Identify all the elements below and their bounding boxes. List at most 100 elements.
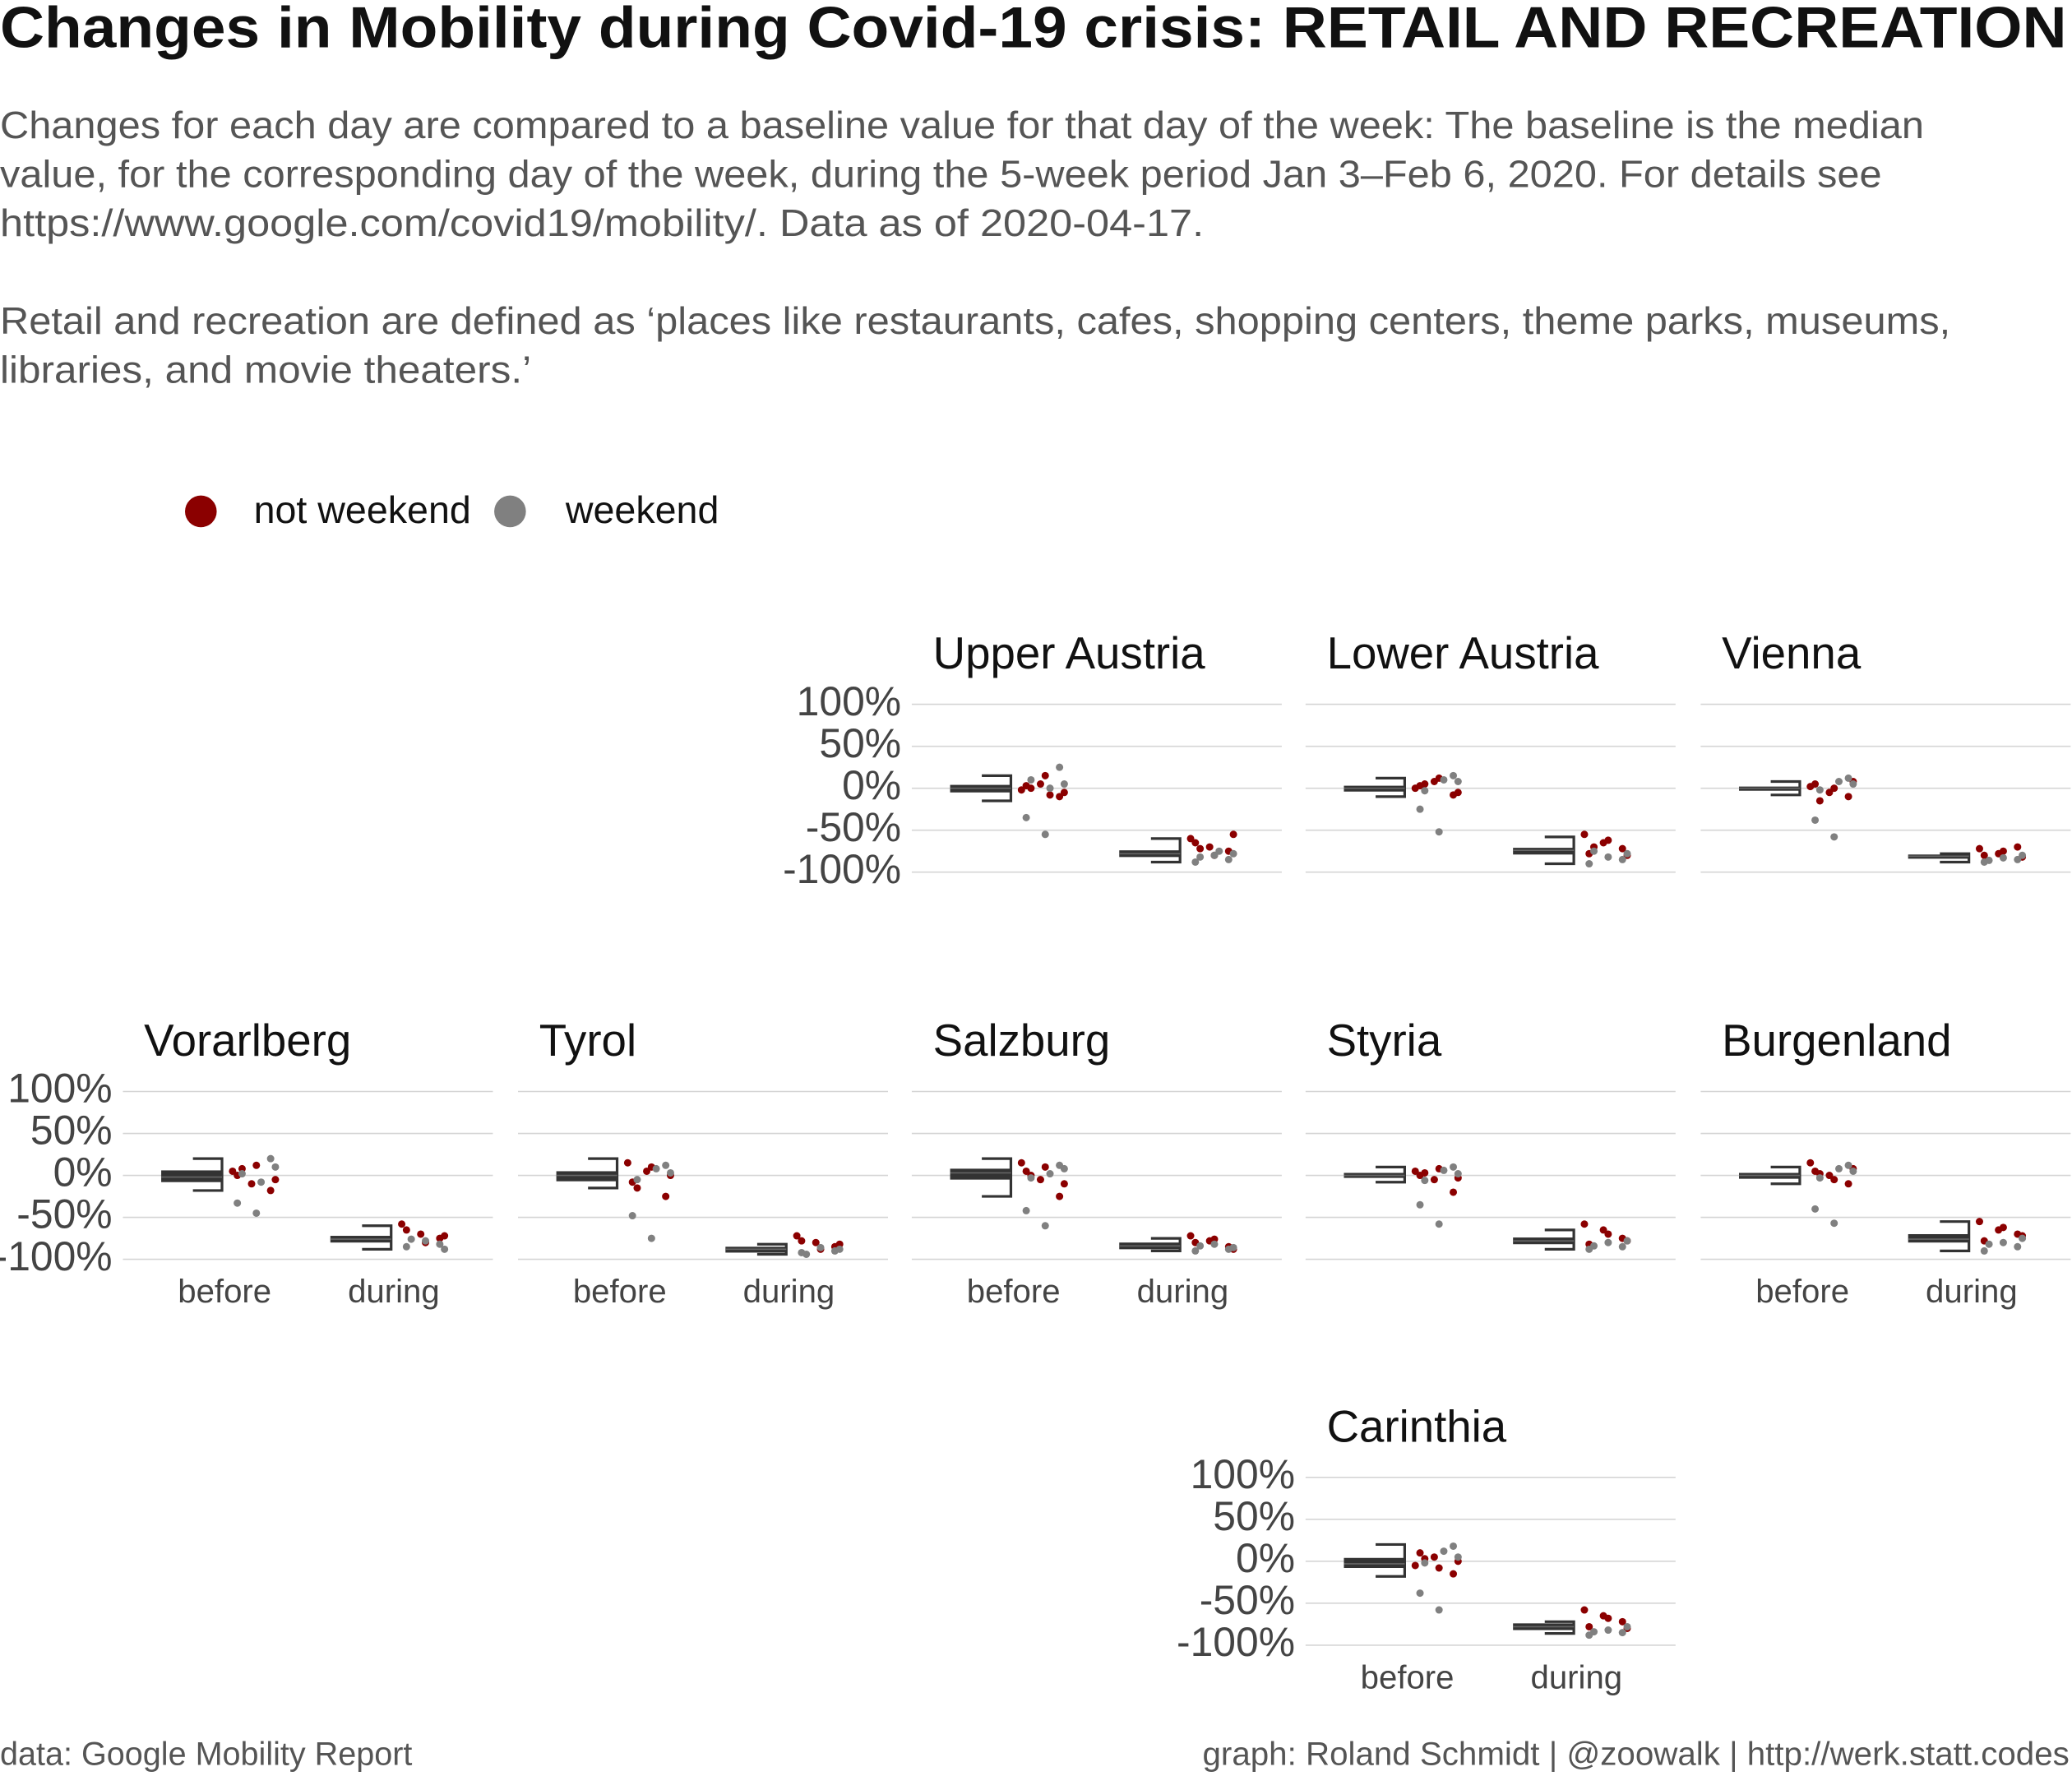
data-point (1046, 1170, 1054, 1178)
data-point (1590, 847, 1598, 855)
x-tick-label: before (967, 1273, 1061, 1310)
data-point (1590, 1628, 1598, 1636)
y-tick-label: -100% (783, 846, 901, 892)
legend-label: not weekend (254, 488, 471, 531)
data-point (2019, 851, 2027, 859)
data-point (271, 1163, 280, 1171)
data-point (1849, 1167, 1857, 1175)
data-point (1825, 789, 1834, 797)
data-point (1580, 1220, 1589, 1228)
data-point (1046, 784, 1054, 793)
y-tick-label: -50% (806, 804, 901, 850)
data-point (422, 1237, 429, 1245)
data-point (1830, 833, 1838, 841)
data-point (1060, 789, 1068, 797)
data-point (1450, 1188, 1458, 1196)
data-point (1046, 791, 1054, 799)
data-point (1416, 805, 1424, 813)
data-point (1604, 1238, 1612, 1246)
facet-title: Burgenland (1722, 1015, 1951, 1066)
data-point (652, 1164, 660, 1172)
data-point (1999, 1223, 2007, 1232)
box (950, 1168, 1011, 1180)
data-point (1825, 1172, 1834, 1180)
data-point (1585, 860, 1593, 868)
data-point (1811, 816, 1820, 824)
legend-label: weekend (565, 488, 719, 531)
data-point (1435, 1564, 1443, 1572)
x-tick-label: during (1926, 1273, 2018, 1310)
data-point (1041, 771, 1049, 779)
data-point (1041, 1163, 1049, 1171)
data-point (2014, 855, 2022, 863)
data-point (1604, 1626, 1612, 1635)
subtitle-line: https://www.google.com/covid19/mobility/… (0, 201, 1204, 244)
data-point (1430, 1176, 1438, 1184)
data-point (1435, 1606, 1443, 1614)
data-point (234, 1199, 242, 1207)
data-point (398, 1220, 406, 1228)
caption-left: data: Google Mobility Report (0, 1736, 412, 1773)
data-point (1196, 844, 1205, 853)
data-point (1205, 843, 1214, 851)
data-point (1976, 844, 1983, 853)
data-point (1815, 786, 1824, 794)
data-point (1454, 777, 1462, 785)
data-point (1416, 1589, 1424, 1598)
x-tick-label: during (348, 1273, 440, 1310)
data-point (1210, 1240, 1219, 1248)
data-point (1421, 780, 1429, 789)
y-tick-label: 0% (842, 762, 901, 808)
data-point (1811, 780, 1820, 789)
box (161, 1170, 222, 1182)
facet-title: Lower Austria (1327, 628, 1600, 678)
data-point (643, 1167, 651, 1175)
data-point (229, 1167, 237, 1175)
facet-title: Salzburg (933, 1015, 1111, 1066)
data-point (402, 1226, 410, 1234)
data-point (1186, 1232, 1195, 1240)
data-point (1229, 849, 1237, 858)
data-point (1618, 844, 1626, 853)
data-point (835, 1245, 844, 1253)
data-point (1830, 1219, 1838, 1228)
x-tick-label: during (743, 1273, 835, 1310)
data-point (1056, 763, 1064, 771)
data-point (1017, 1159, 1025, 1167)
legend-marker (185, 495, 217, 528)
subtitle-line: Retail and recreation are defined as ‘pl… (0, 299, 1950, 342)
data-point (662, 1192, 670, 1200)
legend-marker (494, 495, 526, 528)
caption-right: graph: Roland Schmidt | @zoowalk | http:… (1203, 1736, 2070, 1773)
data-point (1618, 855, 1626, 863)
data-point (1022, 1167, 1030, 1175)
data-point (1618, 1242, 1626, 1251)
data-point (1623, 849, 1631, 858)
data-point (257, 1178, 266, 1186)
x-tick-label: during (1137, 1273, 1229, 1310)
data-point (1815, 1174, 1824, 1182)
data-point (1022, 813, 1030, 821)
data-point (1623, 1622, 1631, 1630)
data-point (647, 1234, 655, 1242)
y-tick-label: 50% (819, 720, 901, 766)
data-point (266, 1154, 275, 1163)
y-tick-label: -100% (0, 1233, 113, 1279)
data-point (1191, 858, 1200, 866)
data-point (1844, 774, 1852, 782)
data-point (1435, 1220, 1443, 1228)
data-point (1060, 1180, 1068, 1188)
data-point (1416, 1549, 1424, 1557)
data-point (628, 1212, 636, 1220)
data-point (1604, 853, 1612, 861)
data-point (1618, 1629, 1626, 1637)
data-point (1830, 1176, 1838, 1184)
data-point (666, 1168, 674, 1177)
data-point (1191, 1246, 1200, 1255)
data-point (1056, 1192, 1064, 1200)
facet-title: Vienna (1722, 628, 1862, 678)
data-point (1186, 835, 1195, 843)
facet-title: Upper Austria (933, 628, 1206, 678)
data-point (1844, 793, 1852, 801)
